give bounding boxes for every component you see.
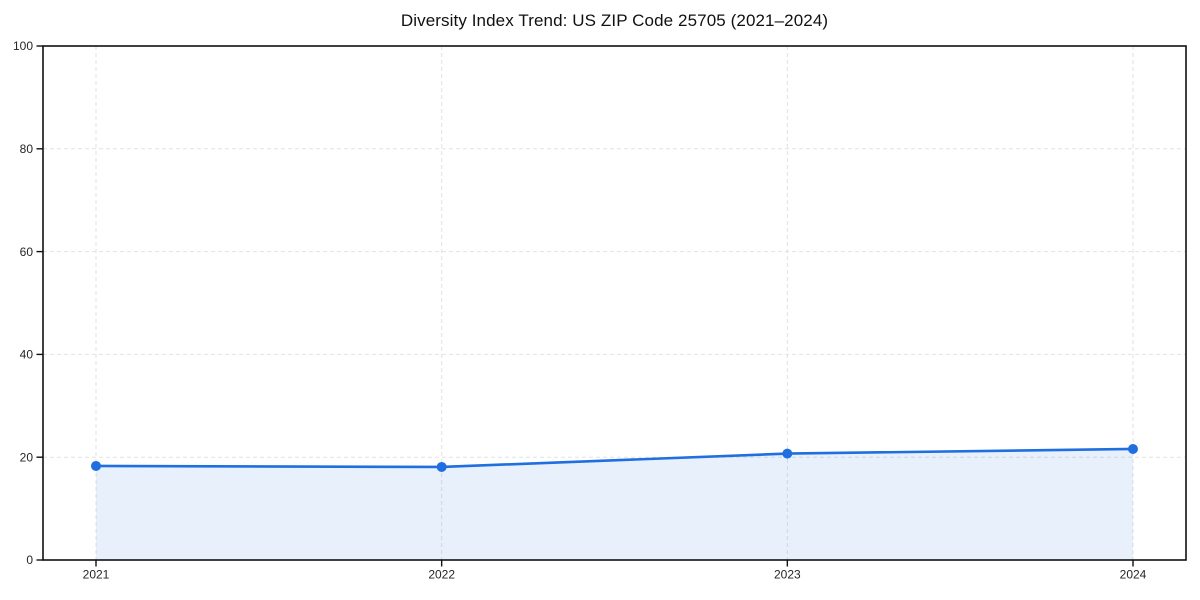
y-tick-label: 100 [13,39,33,53]
y-tick-label: 80 [20,142,34,156]
data-point-2021 [91,460,101,471]
area-fill [96,448,1133,560]
x-tick-label: 2022 [428,568,455,582]
y-tick-label: 0 [26,553,33,567]
x-tick-label: 2024 [1120,568,1147,582]
y-tick-label: 20 [20,450,34,464]
x-tick-label: 2021 [83,568,110,582]
data-point-2023 [782,448,793,459]
data-points [91,443,1138,472]
plot-border [42,45,1187,561]
y-tick-label: 40 [20,348,34,362]
gridlines [43,46,1186,560]
axis-ticks-and-labels: 0 20 40 60 80 100 2021 2022 2023 2024 [13,39,1147,581]
y-tick-label: 60 [20,245,34,259]
x-tick-label: 2023 [774,568,801,582]
data-point-2024 [1128,443,1138,454]
chart-title: Diversity Index Trend: US ZIP Code 25705… [400,11,829,30]
trend-line [94,447,1135,469]
data-point-2022 [436,461,447,472]
